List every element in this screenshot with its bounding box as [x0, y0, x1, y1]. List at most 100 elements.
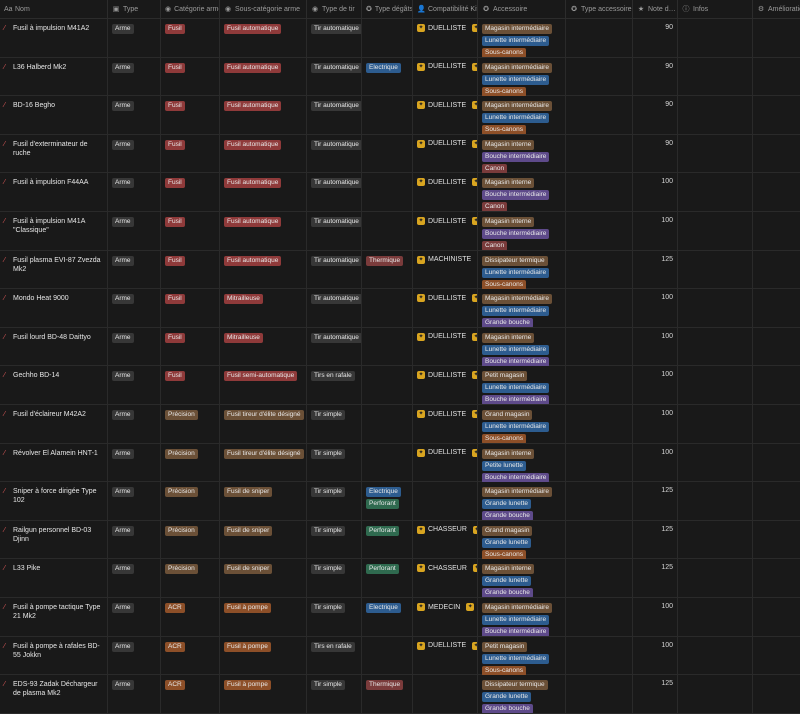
row-title[interactable]: ⁄ L33 Pike	[4, 564, 103, 573]
subcategory-tag[interactable]: Fusil de sniper	[224, 487, 273, 498]
accessory-tag[interactable]: Petite lunette	[482, 460, 526, 471]
type-tag[interactable]: Arme	[112, 603, 134, 613]
kit-relation[interactable]: ✦DUELLISTE✦MA	[417, 448, 477, 457]
cell-name[interactable]: ⁄ BD-16 Begho	[0, 96, 108, 135]
column-header-kit[interactable]: 👤 Compatibilité Kit	[413, 0, 478, 18]
row-title[interactable]: ⁄ Fusil lourd BD-48 Daittyo	[4, 333, 103, 342]
row-title[interactable]: ⁄ EDS-93 Zadak Déchargeur de plasma Mk2	[4, 680, 103, 698]
fire-mode-tag[interactable]: Tir automatique	[311, 178, 361, 189]
row-title[interactable]: ⁄ Fusil d'exterminateur de ruche	[4, 140, 103, 158]
fire-mode-tag[interactable]: Tir simple	[311, 410, 345, 420]
subcategory-tag[interactable]: Fusil semi-automatique	[224, 371, 298, 382]
category-tag[interactable]: Fusil	[165, 178, 185, 189]
accessory-tag[interactable]: Petit magasin	[482, 371, 528, 382]
accessory-tag[interactable]: Magasin intermédiaire	[482, 62, 552, 73]
accessory-tag[interactable]: Magasin interne	[482, 139, 535, 150]
accessory-tag[interactable]: Lunette intermédiaire	[482, 383, 550, 394]
column-header-tir[interactable]: ◉ Type de tir	[307, 0, 362, 18]
accessory-tag[interactable]: Lunette intermédiaire	[482, 653, 550, 664]
category-tag[interactable]: Fusil	[165, 371, 185, 382]
accessory-tag[interactable]: Bouche intermédiaire	[482, 229, 550, 239]
subcategory-tag[interactable]: Fusil automatique	[224, 255, 282, 266]
fire-mode-tag[interactable]: Tir automatique	[311, 62, 361, 73]
accessory-tag[interactable]: Grande bouche	[482, 704, 533, 714]
row-title[interactable]: ⁄ Fusil à impulsion F44AA	[4, 178, 103, 187]
fire-mode-tag[interactable]: Tir automatique	[311, 255, 361, 266]
table-row[interactable]: ⁄ L33 Pike Arme Précision Fusil de sniper Tir…	[0, 559, 800, 598]
fire-mode-tag[interactable]: Tir automatique	[311, 217, 361, 227]
cell-name[interactable]: ⁄ Révolver El Alamein HNT-1	[0, 443, 108, 482]
damage-type-tag[interactable]: Perforant	[366, 525, 399, 536]
table-row[interactable]: ⁄ Railgun personnel BD-03 Djinn Arme Précis…	[0, 520, 800, 560]
cell-name[interactable]: ⁄ Fusil à impulsion M41A "Classique"	[0, 212, 108, 250]
row-title[interactable]: ⁄ BD-16 Begho	[4, 101, 103, 110]
category-tag[interactable]: Fusil	[165, 101, 185, 112]
accessory-tag[interactable]: Bouche intermédiaire	[482, 151, 550, 162]
type-tag[interactable]: Arme	[112, 525, 134, 536]
type-tag[interactable]: Arme	[112, 255, 134, 266]
type-tag[interactable]: Arme	[112, 410, 134, 420]
subcategory-tag[interactable]: Fusil automatique	[224, 24, 282, 34]
subcategory-tag[interactable]: Fusil automatique	[224, 101, 282, 112]
accessory-tag[interactable]: Grande lunette	[482, 576, 532, 587]
kit-relation[interactable]: ✦DUELLISTE✦MA	[417, 101, 477, 110]
table-row[interactable]: ⁄ Gechho BD-14 Arme Fusil Fusil semi-automat…	[0, 366, 800, 405]
type-tag[interactable]: Arme	[112, 487, 134, 498]
table-row[interactable]: ⁄ Fusil à pompe à rafales BD-55 Jokkn Arme…	[0, 636, 800, 676]
row-title[interactable]: ⁄ Fusil à pompe tactique Type 21 Mk2	[4, 603, 103, 621]
kit-relation[interactable]: ✦DUELLISTE✦MA	[417, 371, 477, 380]
type-tag[interactable]: Arme	[112, 371, 134, 382]
row-title[interactable]: ⁄ Fusil d'éclaireur M42A2	[4, 410, 103, 419]
category-tag[interactable]: Précision	[165, 487, 198, 498]
category-tag[interactable]: Précision	[165, 410, 198, 420]
damage-type-tag[interactable]: Thermique	[366, 680, 404, 691]
kit-relation[interactable]: ✦DUELLISTE✦MA	[417, 294, 477, 303]
type-tag[interactable]: Arme	[112, 641, 134, 652]
subcategory-tag[interactable]: Fusil à pompe	[224, 680, 271, 691]
accessory-tag[interactable]: Grande lunette	[482, 537, 532, 548]
row-title[interactable]: ⁄ Fusil à impulsion M41A "Classique"	[4, 217, 103, 235]
accessory-tag[interactable]: Dissipateur termique	[482, 680, 548, 691]
category-tag[interactable]: Fusil	[165, 294, 185, 305]
kit-relation[interactable]: ✦DUELLISTE✦MA	[417, 332, 477, 341]
table-row[interactable]: ⁄ Fusil d'exterminateur de ruche Arme Fusil…	[0, 134, 800, 174]
accessory-tag[interactable]: Sous-canons	[482, 48, 526, 57]
accessory-tag[interactable]: Bouche intermédiaire	[482, 395, 550, 405]
column-header-infos[interactable]: ⓘ Infos	[678, 0, 753, 18]
subcategory-tag[interactable]: Fusil automatique	[224, 62, 282, 73]
damage-type-tag[interactable]: Perforant	[366, 499, 399, 510]
kit-relation[interactable]: ✦DUELLISTE✦MA	[417, 641, 477, 650]
category-tag[interactable]: Précision	[165, 448, 198, 459]
accessory-tag[interactable]: Sous-canons	[482, 86, 526, 96]
fire-mode-tag[interactable]: Tir simple	[311, 525, 345, 536]
kit-relation[interactable]: ✦CHASSEUR✦SP	[417, 525, 477, 534]
row-title[interactable]: ⁄ Mondo Heat 9000	[4, 294, 103, 303]
type-tag[interactable]: Arme	[112, 62, 134, 73]
subcategory-tag[interactable]: Fusil automatique	[224, 178, 282, 189]
category-tag[interactable]: ACR	[165, 603, 185, 613]
accessory-tag[interactable]: Magasin intermédiaire	[482, 603, 552, 613]
type-tag[interactable]: Arme	[112, 564, 134, 575]
subcategory-tag[interactable]: Fusil automatique	[224, 217, 282, 227]
accessory-tag[interactable]: Lunette intermédiaire	[482, 615, 550, 625]
damage-type-tag[interactable]: Thermique	[366, 255, 404, 266]
table-row[interactable]: ⁄ Fusil à impulsion F44AA Arme Fusil Fusil a…	[0, 173, 800, 212]
cell-name[interactable]: ⁄ L33 Pike	[0, 559, 108, 598]
subcategory-tag[interactable]: Mitrailleuse	[224, 332, 263, 343]
type-tag[interactable]: Arme	[112, 332, 134, 343]
cell-name[interactable]: ⁄ Railgun personnel BD-03 Djinn	[0, 520, 108, 559]
accessory-tag[interactable]: Magasin interne	[482, 217, 535, 227]
fire-mode-tag[interactable]: Tir simple	[311, 603, 345, 613]
accessory-tag[interactable]: Grande bouche	[482, 511, 533, 521]
subcategory-tag[interactable]: Fusil tireur d'élite désigné	[224, 448, 304, 459]
accessory-tag[interactable]: Magasin interne	[482, 564, 535, 575]
kit-relation[interactable]: ✦DUELLISTE✦MA	[417, 178, 477, 187]
type-tag[interactable]: Arme	[112, 178, 134, 189]
type-tag[interactable]: Arme	[112, 139, 134, 150]
accessory-tag[interactable]: Magasin interne	[482, 332, 535, 343]
row-title[interactable]: ⁄ Révolver El Alamein HNT-1	[4, 449, 103, 458]
accessory-tag[interactable]: Magasin intermédiaire	[482, 487, 552, 498]
accessory-tag[interactable]: Sous-canons	[482, 434, 526, 443]
table-row[interactable]: ⁄ L36 Halberd Mk2 Arme Fusil Fusil automatiq…	[0, 57, 800, 97]
cell-name[interactable]: ⁄ Fusil à pompe tactique Type 21 Mk2	[0, 598, 108, 636]
